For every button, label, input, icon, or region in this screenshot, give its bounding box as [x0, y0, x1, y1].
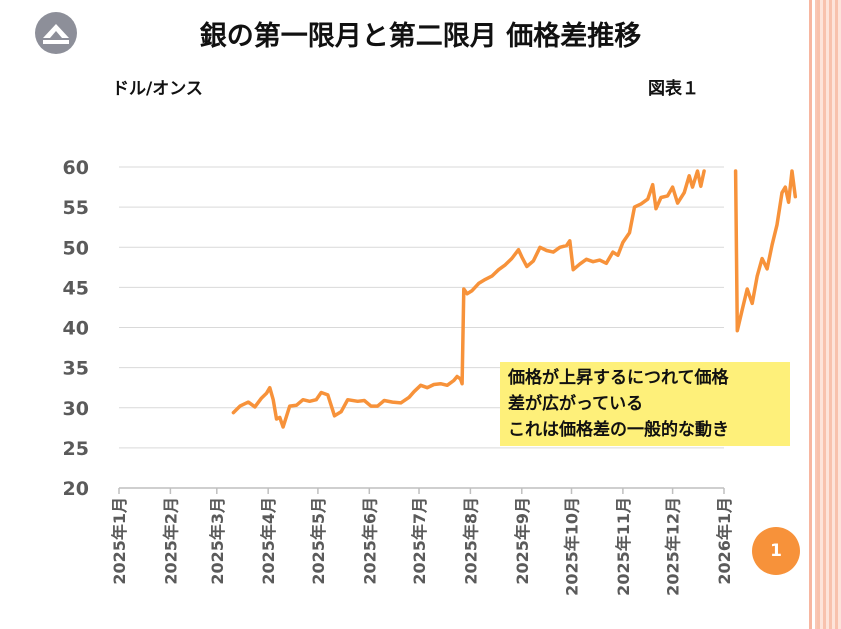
- x-tick-label: 2025年10月: [563, 497, 582, 596]
- x-tick-label: 2025年12月: [664, 497, 683, 596]
- y-tick-label: 50: [63, 237, 89, 259]
- x-tick-label: 2025年1月: [110, 497, 129, 585]
- y-tick-label: 30: [63, 398, 89, 420]
- x-tick-label: 2026年1月: [715, 497, 734, 585]
- y-tick-label: 55: [63, 197, 89, 219]
- x-tick-label: 2025年11月: [614, 497, 633, 596]
- y-tick-label: 40: [63, 318, 89, 340]
- y-tick-label: 35: [63, 358, 89, 380]
- x-tick-label: 2025年8月: [461, 497, 480, 585]
- y-tick-label: 60: [63, 157, 89, 179]
- grid-lines: [119, 166, 724, 449]
- annotation-line-2: 差が広がっている: [508, 394, 644, 414]
- x-axis: 2025年1月 2025年2月 2025年3月 2025年4月 2025年5月 2025年…: [110, 487, 734, 596]
- x-tick-label: 2025年5月: [309, 497, 328, 585]
- y-tick-label: 25: [63, 438, 89, 460]
- series-layer: [231, 169, 798, 429]
- page-number-badge: 1: [752, 527, 800, 575]
- y-tick-label: 45: [63, 277, 89, 299]
- unit-label: ドル/オンス: [112, 79, 203, 99]
- x-tick-label: 2025年7月: [410, 497, 429, 585]
- x-tick-label: 2025年3月: [208, 497, 227, 585]
- slide-side-stripes: [805, 0, 841, 629]
- y-tick-label: 20: [63, 478, 89, 500]
- series-line-segment-2: [733, 169, 798, 333]
- annotation-line-3: これは価格差の一般的な動き: [508, 420, 729, 440]
- annotation-box: 価格が上昇するにつれて価格 差が広がっている これは価格差の一般的な動き: [500, 362, 790, 446]
- chart-title: 銀の第一限月と第二限月 価格差推移: [199, 21, 642, 52]
- x-tick-label: 2025年2月: [161, 497, 180, 585]
- annotation-line-1: 価格が上昇するにつれて価格: [508, 368, 729, 388]
- x-tick-label: 2025年6月: [360, 497, 379, 585]
- x-tick-label: 2025年4月: [259, 497, 278, 585]
- company-logo: [35, 12, 77, 54]
- y-axis-ticks: 20 25 30 35 40 45 50 55 60: [63, 157, 89, 500]
- x-tick-label: 2025年9月: [513, 497, 532, 585]
- figure-label: 図表１: [648, 79, 699, 99]
- series-line-segment-1: [231, 169, 706, 429]
